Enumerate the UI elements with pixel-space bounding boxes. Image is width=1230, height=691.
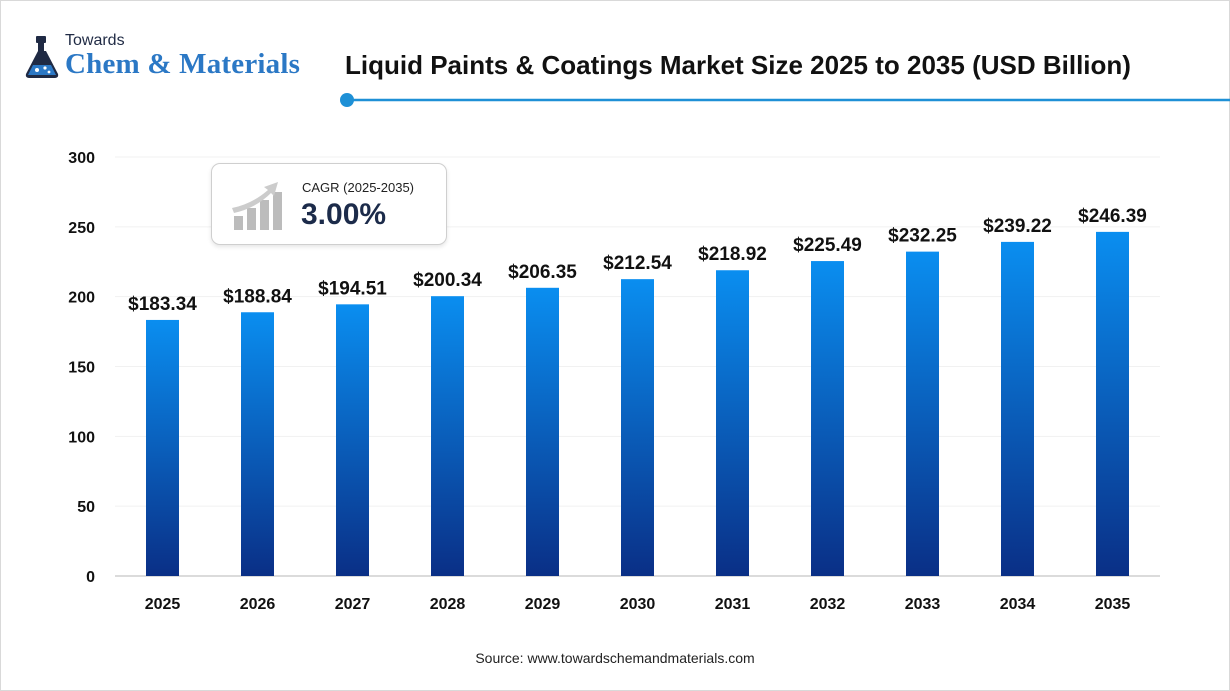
x-tick-label: 2029 — [525, 596, 561, 613]
data-label: $188.84 — [223, 286, 292, 307]
data-label: $225.49 — [793, 235, 862, 256]
bar-2032 — [811, 261, 844, 576]
flask-icon — [25, 36, 59, 78]
data-label: $200.34 — [413, 270, 482, 291]
bar-2027 — [336, 304, 369, 576]
x-tick-label: 2026 — [240, 596, 276, 613]
y-tick-label: 0 — [86, 569, 95, 586]
x-tick-label: 2028 — [430, 596, 466, 613]
x-tick-label: 2027 — [335, 596, 371, 613]
y-tick-label: 150 — [68, 360, 95, 377]
data-label: $218.92 — [698, 244, 767, 265]
brand-logo: Towards Chem & Materials — [22, 30, 322, 90]
cagr-card: CAGR (2025-2035) 3.00% — [211, 163, 447, 245]
y-tick-label: 300 — [68, 150, 95, 167]
growth-chart-icon — [232, 182, 282, 230]
bar-2033 — [906, 251, 939, 577]
data-label: $232.25 — [888, 226, 957, 247]
y-tick-label: 100 — [68, 429, 95, 446]
bar-2028 — [431, 296, 464, 576]
bar-2034 — [1001, 241, 1034, 576]
source-note: Source: www.towardschemandmaterials.com — [475, 650, 755, 666]
x-tick-label: 2034 — [1000, 596, 1036, 613]
x-tick-label: 2030 — [620, 596, 656, 613]
bar-2035 — [1096, 231, 1129, 576]
y-tick-label: 250 — [68, 220, 95, 237]
bar-2030 — [621, 279, 654, 576]
x-tick-label: 2032 — [810, 596, 846, 613]
data-label: $206.35 — [508, 262, 577, 283]
logo-brand-text: Chem & Materials — [65, 48, 301, 80]
data-label: $212.54 — [603, 253, 672, 274]
bar-2026 — [241, 312, 274, 576]
bar-2029 — [526, 287, 559, 576]
data-label: $183.34 — [128, 294, 197, 315]
logo-towards-text: Towards — [65, 32, 125, 49]
cagr-value: 3.00% — [301, 198, 387, 231]
cagr-label: CAGR (2025-2035) — [302, 180, 414, 195]
x-tick-label: 2033 — [905, 596, 941, 613]
title-underline — [340, 93, 1230, 107]
x-tick-label: 2025 — [145, 596, 181, 613]
x-tick-label: 2031 — [715, 596, 751, 613]
data-label: $239.22 — [983, 216, 1052, 237]
y-tick-label: 200 — [68, 290, 95, 307]
data-label: $194.51 — [318, 278, 387, 299]
bar-2031 — [716, 270, 749, 576]
y-tick-label: 50 — [77, 499, 95, 516]
data-label: $246.39 — [1078, 206, 1147, 227]
bar-2025 — [146, 319, 179, 576]
x-tick-label: 2035 — [1095, 596, 1131, 613]
chart-title: Liquid Paints & Coatings Market Size 202… — [345, 50, 1131, 80]
